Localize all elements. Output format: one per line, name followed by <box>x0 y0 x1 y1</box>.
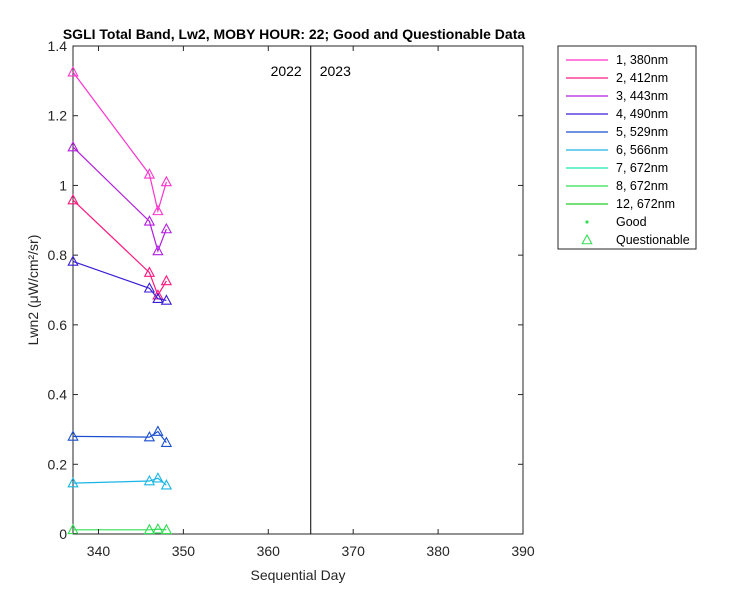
y-tick-label: 1.4 <box>48 38 68 54</box>
year-label-left: 2022 <box>271 63 302 79</box>
questionable-point <box>67 140 79 152</box>
x-axis-ticks: 340 350 360 370 380 390 <box>87 46 535 559</box>
series-line <box>72 199 167 297</box>
questionable-point <box>67 255 79 266</box>
data-marks <box>67 65 173 535</box>
legend-entry-label: 8, 672nm <box>616 179 668 193</box>
legend-good-marker <box>585 220 589 224</box>
questionable-point <box>143 266 156 277</box>
questionable-point <box>152 244 164 256</box>
questionable-point <box>143 168 156 179</box>
legend-entry-label: 12, 672nm <box>616 197 675 211</box>
y-tick-label: 0.8 <box>48 247 68 263</box>
legend-box <box>557 45 697 250</box>
x-tick-label: 350 <box>172 543 196 559</box>
legend-entry-label: 6, 566nm <box>616 143 668 157</box>
questionable-point <box>67 65 79 77</box>
series-line <box>73 528 167 531</box>
y-axis-ticks: 0 0.2 0.4 0.6 0.8 1 1.2 1.4 <box>48 38 523 542</box>
legend-entry-label: 3, 443nm <box>616 89 668 103</box>
legend-marker-label: Questionable <box>616 233 690 247</box>
questionable-point <box>143 430 156 442</box>
questionable-point <box>67 193 79 205</box>
questionable-point <box>67 430 79 441</box>
series-line <box>72 71 167 214</box>
questionable-point <box>67 476 79 488</box>
y-tick-label: 0 <box>59 526 67 542</box>
legend-entry-label: 4, 490nm <box>616 107 668 121</box>
y-tick-label: 0.4 <box>48 387 68 403</box>
questionable-point <box>160 274 173 286</box>
questionable-point <box>160 222 173 234</box>
plot-area <box>72 45 524 535</box>
questionable-point <box>160 436 173 447</box>
questionable-point <box>160 523 173 535</box>
legend-marker-label: Good <box>616 215 647 229</box>
y-axis-label: Lwn2 (μW/cm²/sr) <box>25 235 41 346</box>
legend-entry-label: 5, 529nm <box>616 125 668 139</box>
chart-title: SGLI Total Band, Lw2, MOBY HOUR: 22; Goo… <box>63 26 526 42</box>
x-tick-label: 360 <box>257 543 281 559</box>
x-tick-label: 370 <box>342 543 366 559</box>
legend-questionable-marker <box>581 233 593 245</box>
questionable-point <box>160 294 173 305</box>
questionable-point <box>143 474 156 486</box>
y-tick-label: 1 <box>59 177 67 193</box>
questionable-point <box>143 523 156 535</box>
questionable-point <box>152 425 164 436</box>
questionable-point <box>160 479 173 490</box>
y-tick-label: 0.2 <box>48 456 68 472</box>
legend-entry-label: 7, 672nm <box>616 161 668 175</box>
x-tick-label: 380 <box>426 543 450 559</box>
legend-entry-label: 2, 412nm <box>616 71 668 85</box>
questionable-point <box>152 522 164 534</box>
questionable-point <box>143 282 156 293</box>
questionable-point <box>152 292 164 304</box>
y-tick-label: 0.6 <box>48 317 68 333</box>
series-line <box>72 260 167 302</box>
legend-entry-label: 1, 380nm <box>616 53 668 67</box>
x-tick-label: 390 <box>511 543 535 559</box>
x-axis-label: Sequential Day <box>251 567 346 583</box>
questionable-point <box>143 215 156 226</box>
year-label-right: 2023 <box>320 63 351 79</box>
series-line <box>72 146 167 253</box>
questionable-point <box>160 175 173 187</box>
x-tick-label: 340 <box>87 543 111 559</box>
legend: 1, 380nm 2, 412nm 3, 443nm 4, 490nm 5, 529nm… <box>566 53 690 247</box>
y-tick-label: 1.2 <box>48 108 68 124</box>
questionable-point <box>152 472 164 483</box>
questionable-point <box>152 204 164 216</box>
